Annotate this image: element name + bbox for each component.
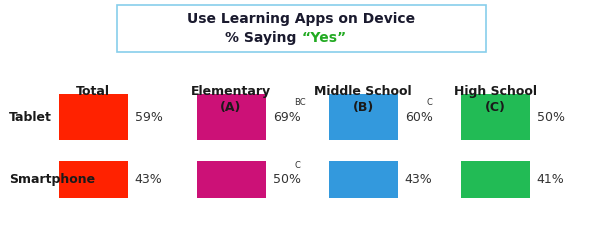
Bar xyxy=(59,161,128,198)
Bar xyxy=(461,161,530,198)
Text: “Yes”: “Yes” xyxy=(301,31,347,46)
Bar xyxy=(197,94,265,140)
Text: Middle School
(B): Middle School (B) xyxy=(314,85,412,114)
Text: % Saying: % Saying xyxy=(225,31,301,46)
Text: 43%: 43% xyxy=(135,173,163,186)
Bar xyxy=(197,161,265,198)
Text: High School
(C): High School (C) xyxy=(454,85,536,114)
Text: Elementary
(A): Elementary (A) xyxy=(191,85,271,114)
Text: 69%: 69% xyxy=(272,110,301,124)
Text: 50%: 50% xyxy=(536,110,565,124)
Text: C: C xyxy=(295,161,300,169)
Text: 50%: 50% xyxy=(272,173,301,186)
Text: 60%: 60% xyxy=(404,110,433,124)
Bar xyxy=(461,94,530,140)
Text: Use Learning Apps on Device: Use Learning Apps on Device xyxy=(187,12,416,26)
Bar xyxy=(329,161,398,198)
Text: 59%: 59% xyxy=(135,110,163,124)
Text: C: C xyxy=(426,98,432,107)
Text: Smartphone: Smartphone xyxy=(9,173,95,186)
Text: Total: Total xyxy=(76,85,110,98)
Text: 43%: 43% xyxy=(404,173,433,186)
Text: Tablet: Tablet xyxy=(9,111,52,124)
Bar xyxy=(59,94,128,140)
FancyBboxPatch shape xyxy=(117,5,486,52)
Text: 41%: 41% xyxy=(536,173,565,186)
Bar xyxy=(329,94,398,140)
Text: BC: BC xyxy=(295,98,306,107)
